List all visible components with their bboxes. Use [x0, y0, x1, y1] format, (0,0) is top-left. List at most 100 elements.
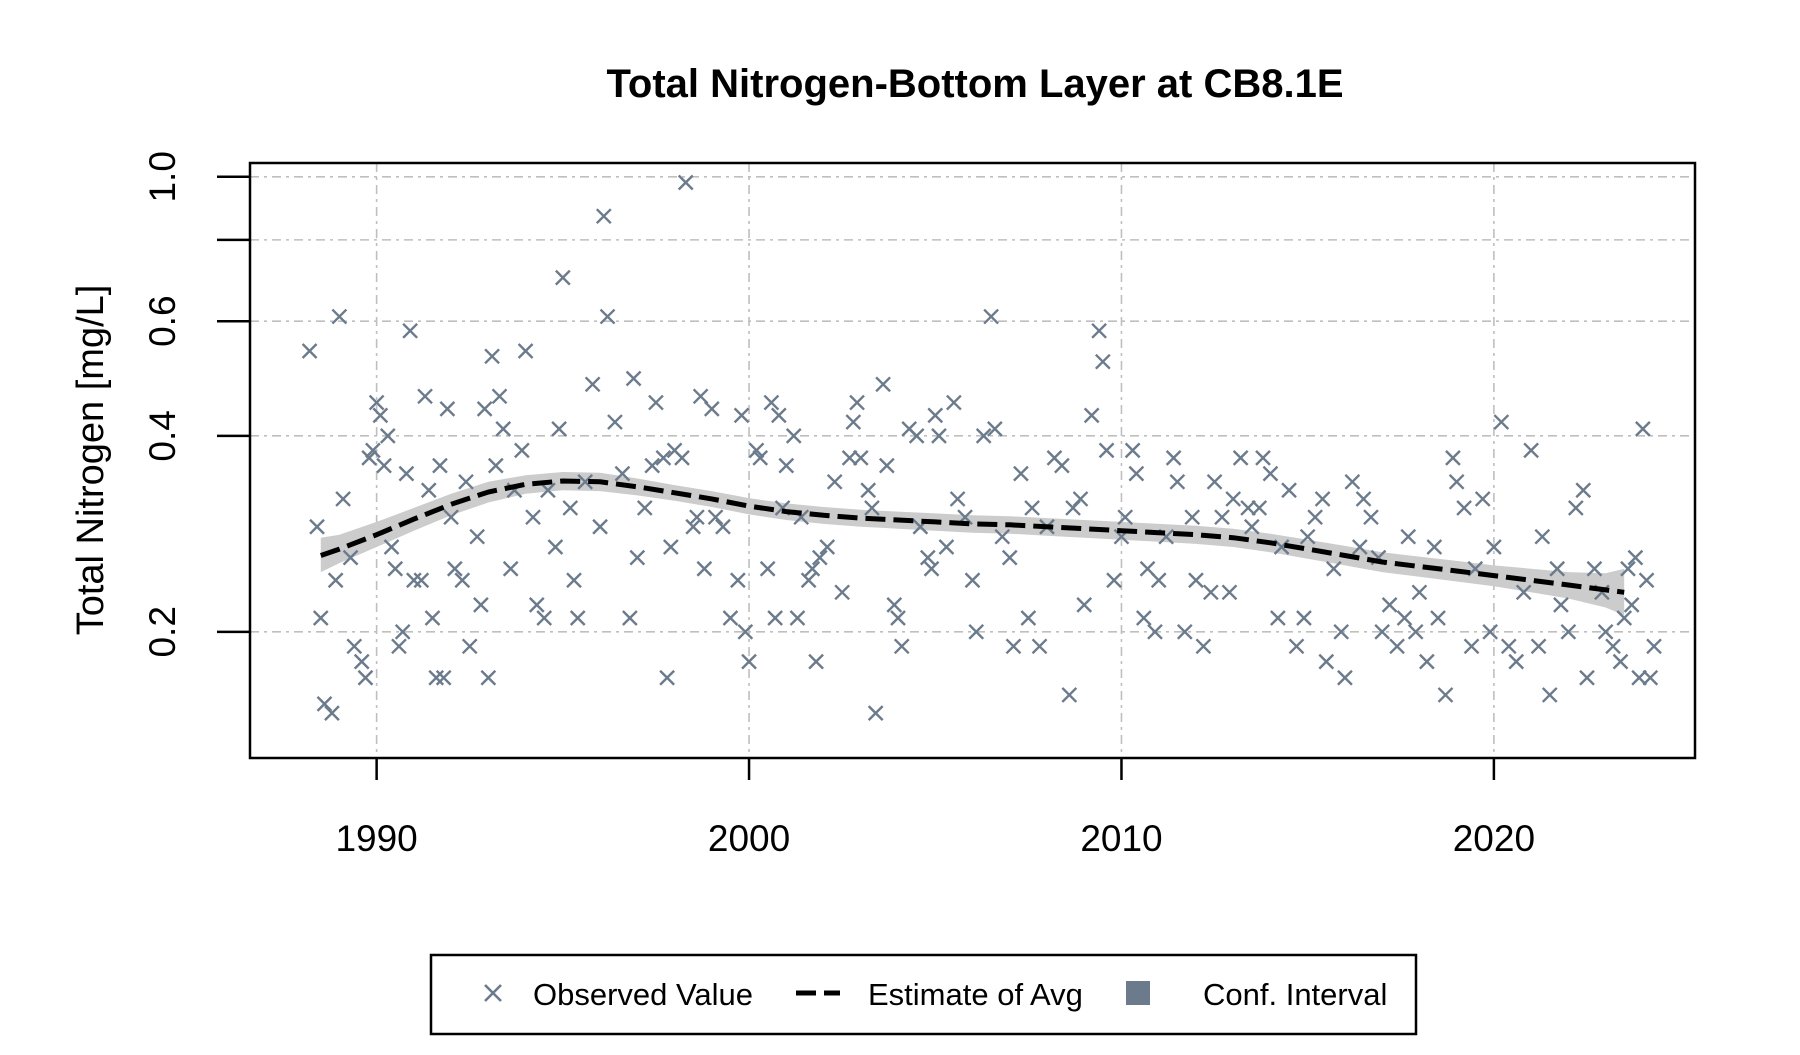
observed-point: [733, 407, 750, 424]
observed-point: [361, 450, 378, 466]
observed-point-stroke: [342, 549, 359, 566]
observed-point-stroke: [1344, 473, 1361, 490]
observed-point-stroke: [1061, 687, 1078, 703]
observed-point: [860, 482, 877, 499]
observed-point-stroke: [614, 465, 631, 482]
observed-point: [834, 584, 851, 601]
observed-point-stroke: [983, 308, 999, 325]
observed-point-stroke: [1251, 500, 1268, 516]
observed-point-stroke: [432, 457, 448, 474]
observed-point-stroke: [1314, 491, 1331, 507]
observed-point: [1083, 407, 1100, 424]
observed-point: [312, 610, 329, 626]
observed-point: [1586, 560, 1603, 577]
observed-point-stroke: [1288, 638, 1305, 655]
observed-point-stroke: [867, 705, 884, 722]
observed-point-stroke: [1534, 528, 1551, 545]
observed-point-stroke: [986, 421, 1003, 437]
observed-point: [800, 572, 817, 589]
observed-point: [1221, 584, 1238, 601]
observed-point-stroke: [484, 348, 500, 365]
observed-point-stroke: [767, 610, 783, 626]
observed-point-stroke: [1299, 528, 1316, 545]
observed-point: [502, 560, 519, 577]
observed-point: [748, 442, 765, 459]
observed-point: [662, 539, 679, 555]
observed-point-stroke: [908, 428, 925, 444]
observed-point: [1076, 597, 1093, 613]
observed-point: [1638, 572, 1655, 589]
observed-point: [1203, 584, 1219, 601]
observed-point: [1605, 638, 1621, 655]
plot-frame: [248, 161, 1697, 760]
observed-point-stroke: [491, 388, 508, 405]
observed-point-stroke: [1165, 450, 1182, 466]
observed-point-stroke: [994, 528, 1011, 545]
observed-point: [458, 473, 474, 490]
observed-point-stroke: [662, 539, 679, 555]
observed-point: [1150, 572, 1167, 589]
observed-point-stroke: [1262, 465, 1279, 482]
observed-point-stroke: [636, 500, 653, 516]
observed-point-stroke: [1232, 450, 1249, 466]
observed-point: [1094, 353, 1111, 370]
observed-point-stroke: [406, 572, 422, 589]
observed-point: [1206, 473, 1223, 490]
observed-point: [536, 610, 553, 626]
observed-point-stroke: [1612, 653, 1629, 670]
observed-point: [353, 653, 370, 670]
observed-point: [342, 549, 359, 566]
observed-point: [1288, 638, 1305, 655]
observed-point-stroke: [763, 394, 780, 411]
observed-point: [439, 401, 456, 417]
observed-point: [659, 669, 675, 686]
observed-point-stroke: [398, 465, 415, 482]
observed-point: [1616, 610, 1633, 626]
observed-point: [1061, 687, 1078, 703]
observed-point: [919, 549, 936, 566]
observed-point-stroke: [1158, 528, 1175, 545]
observed-point: [1273, 539, 1290, 555]
observed-point-stroke: [1355, 491, 1372, 507]
observed-point: [372, 407, 389, 424]
observed-point: [357, 669, 374, 686]
observed-point: [1240, 500, 1256, 516]
observed-point: [1135, 610, 1152, 626]
observed-point-stroke: [1597, 623, 1614, 640]
observed-point: [383, 539, 400, 555]
observed-point: [469, 528, 486, 545]
observed-point: [826, 473, 843, 490]
observed-point: [1560, 623, 1577, 640]
observed-point-stroke: [644, 457, 661, 474]
observed-point-stroke: [804, 560, 821, 577]
observed-point-stroke: [383, 539, 400, 555]
observed-point-stroke: [487, 457, 504, 474]
observed-point-stroke: [387, 560, 404, 577]
observed-point-stroke: [1430, 610, 1446, 626]
legend-ci-label: Conf. Interval: [1203, 977, 1387, 1012]
observed-point-stroke: [1448, 473, 1465, 490]
observed-point-stroke: [841, 450, 858, 466]
observed-point-stroke: [826, 473, 843, 490]
observed-point: [819, 539, 836, 555]
observed-point: [1523, 442, 1539, 459]
observed-point-stroke: [1091, 322, 1107, 339]
observed-point: [886, 597, 903, 613]
observed-point-stroke: [778, 457, 795, 474]
x-tick-label: 2000: [708, 818, 790, 859]
observed-point: [514, 442, 530, 459]
observed-point-stroke: [901, 421, 918, 437]
observed-point-stroke: [1437, 687, 1454, 703]
observed-point: [908, 428, 925, 444]
observed-point: [890, 610, 906, 626]
observed-point: [1214, 509, 1230, 526]
observed-point-stroke: [1467, 560, 1484, 577]
observed-point-stroke: [655, 450, 672, 466]
observed-point-stroke: [1214, 509, 1230, 526]
observed-point: [365, 442, 381, 459]
observed-point: [845, 414, 862, 430]
observed-point: [878, 457, 895, 474]
observed-point: [1430, 610, 1446, 626]
observed-point-stroke: [1013, 465, 1029, 482]
observed-point-stroke: [1281, 482, 1297, 499]
